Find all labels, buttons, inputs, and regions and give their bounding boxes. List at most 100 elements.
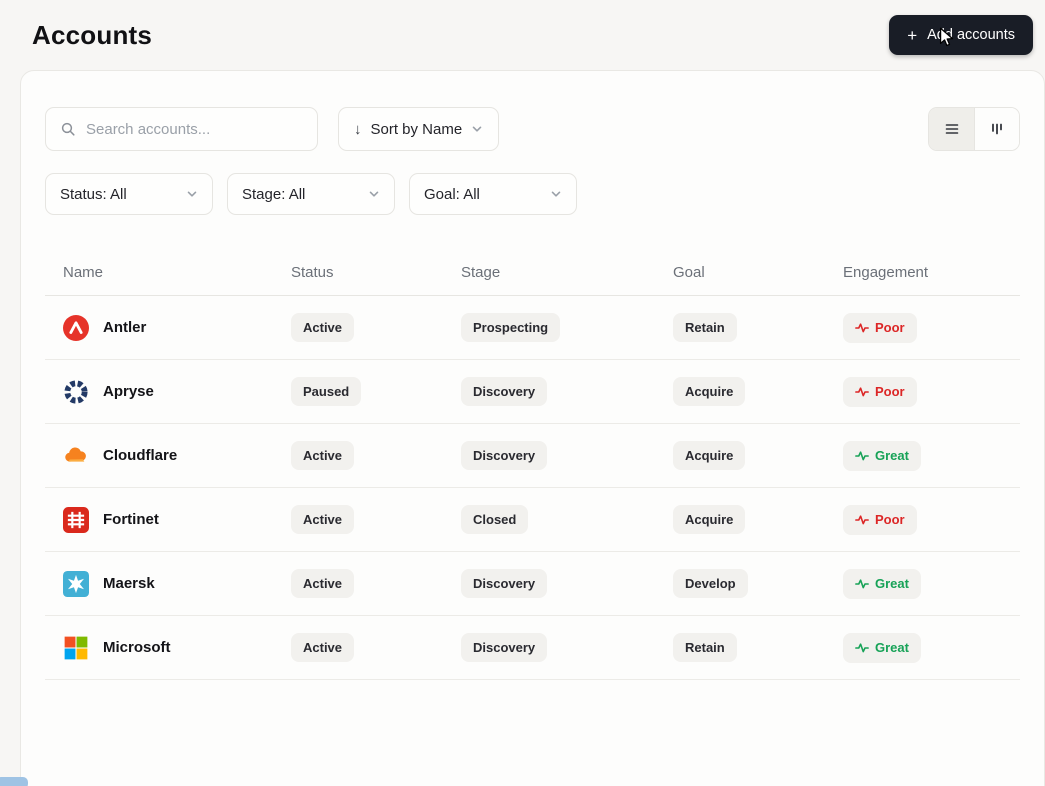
stage-cell: Discovery <box>461 377 673 406</box>
status-badge: Active <box>291 313 355 342</box>
toolbar: ↓ Sort by Name <box>45 107 1020 151</box>
maersk-logo-icon <box>63 570 89 597</box>
pulse-icon <box>855 641 869 655</box>
sort-label: Sort by Name <box>370 120 463 138</box>
engagement-badge: Poor <box>843 376 917 407</box>
arrow-down-icon: ↓ <box>354 120 362 138</box>
table-row[interactable]: Maersk Active Discovery Develop Great <box>45 552 1020 616</box>
status-cell: Active <box>291 633 461 662</box>
add-accounts-button[interactable]: + Add accounts <box>889 15 1033 55</box>
goal-filter[interactable]: Goal: All <box>409 173 577 215</box>
chevron-down-icon <box>550 188 562 200</box>
column-header-stage: Stage <box>461 264 501 281</box>
account-name-cell: Microsoft <box>45 635 291 661</box>
status-badge: Paused <box>291 377 362 406</box>
antler-logo-icon <box>63 314 89 341</box>
engagement-badge: Great <box>843 568 921 599</box>
engagement-cell: Poor <box>843 504 1020 535</box>
chevron-down-icon <box>186 188 198 200</box>
engagement-cell: Great <box>843 440 1020 471</box>
engagement-badge: Poor <box>843 504 917 535</box>
stage-badge: Closed <box>461 505 529 534</box>
microsoft-logo-icon <box>63 635 89 661</box>
goal-badge: Acquire <box>673 441 746 470</box>
pulse-icon <box>855 513 869 527</box>
search-box[interactable] <box>45 107 318 151</box>
fortinet-logo-icon <box>63 506 89 533</box>
account-name-cell: Antler <box>45 314 291 341</box>
stage-badge: Discovery <box>461 633 548 662</box>
account-name-cell: Maersk <box>45 570 291 597</box>
list-view-button[interactable] <box>929 108 974 150</box>
kanban-view-button[interactable] <box>974 108 1019 150</box>
account-name: Cloudflare <box>103 447 178 464</box>
account-name: Apryse <box>103 383 154 400</box>
table-row[interactable]: Cloudflare Active Discovery Acquire Great <box>45 424 1020 488</box>
account-name: Microsoft <box>103 639 171 656</box>
chevron-down-icon <box>368 188 380 200</box>
column-header-status: Status <box>291 264 334 281</box>
stage-filter-label: Stage: All <box>242 185 306 203</box>
engagement-cell: Great <box>843 632 1020 663</box>
cloudflare-logo-icon <box>63 443 89 469</box>
goal-badge: Retain <box>673 313 737 342</box>
goal-badge: Acquire <box>673 377 746 406</box>
account-name: Antler <box>103 319 147 336</box>
table-row[interactable]: Fortinet Active Closed Acquire Poor <box>45 488 1020 552</box>
status-badge: Active <box>291 569 355 598</box>
engagement-cell: Great <box>843 568 1020 599</box>
pulse-icon <box>855 385 869 399</box>
account-name: Fortinet <box>103 511 159 528</box>
engagement-badge: Great <box>843 632 921 663</box>
column-header-name: Name <box>63 264 104 281</box>
table-row[interactable]: Apryse Paused Discovery Acquire Poor <box>45 360 1020 424</box>
status-cell: Paused <box>291 377 461 406</box>
add-accounts-label: Add accounts <box>927 27 1015 43</box>
account-name-cell: Apryse <box>45 379 291 405</box>
stage-badge: Prospecting <box>461 313 561 342</box>
table-body: Antler Active Prospecting Retain Poor Apryse P… <box>45 296 1020 680</box>
apryse-logo-icon <box>63 379 89 405</box>
engagement-badge: Poor <box>843 312 917 343</box>
list-view-icon <box>944 121 960 137</box>
accounts-table: Name Status Stage Goal Engagement Antler… <box>45 250 1020 680</box>
pulse-icon <box>855 577 869 591</box>
search-icon <box>60 121 76 137</box>
stage-filter[interactable]: Stage: All <box>227 173 395 215</box>
table-header-row: Name Status Stage Goal Engagement <box>45 250 1020 296</box>
search-input[interactable] <box>86 120 303 138</box>
chevron-down-icon <box>471 123 483 135</box>
status-badge: Active <box>291 633 355 662</box>
goal-cell: Retain <box>673 313 843 342</box>
goal-cell: Retain <box>673 633 843 662</box>
stage-badge: Discovery <box>461 377 548 406</box>
table-row[interactable]: Antler Active Prospecting Retain Poor <box>45 296 1020 360</box>
goal-badge: Acquire <box>673 505 746 534</box>
stage-cell: Prospecting <box>461 313 673 342</box>
status-badge: Active <box>291 505 355 534</box>
bottom-left-artifact <box>0 777 28 786</box>
status-cell: Active <box>291 441 461 470</box>
kanban-view-icon <box>989 121 1005 137</box>
accounts-card: ↓ Sort by Name <box>20 70 1045 786</box>
page-title: Accounts <box>32 19 153 50</box>
filter-bar: Status: All Stage: All Goal: All <box>45 173 1020 215</box>
goal-cell: Acquire <box>673 377 843 406</box>
account-name-cell: Fortinet <box>45 506 291 533</box>
stage-cell: Discovery <box>461 633 673 662</box>
stage-cell: Discovery <box>461 441 673 470</box>
sort-dropdown[interactable]: ↓ Sort by Name <box>338 107 500 151</box>
status-filter[interactable]: Status: All <box>45 173 213 215</box>
account-name-cell: Cloudflare <box>45 443 291 469</box>
goal-cell: Acquire <box>673 505 843 534</box>
goal-cell: Acquire <box>673 441 843 470</box>
table-row[interactable]: Microsoft Active Discovery Retain Great <box>45 616 1020 680</box>
pulse-icon <box>855 449 869 463</box>
engagement-cell: Poor <box>843 312 1020 343</box>
account-name: Maersk <box>103 575 155 592</box>
status-cell: Active <box>291 313 461 342</box>
column-header-engagement: Engagement <box>843 264 929 281</box>
goal-filter-label: Goal: All <box>424 185 480 203</box>
goal-badge: Retain <box>673 633 737 662</box>
stage-cell: Discovery <box>461 569 673 598</box>
